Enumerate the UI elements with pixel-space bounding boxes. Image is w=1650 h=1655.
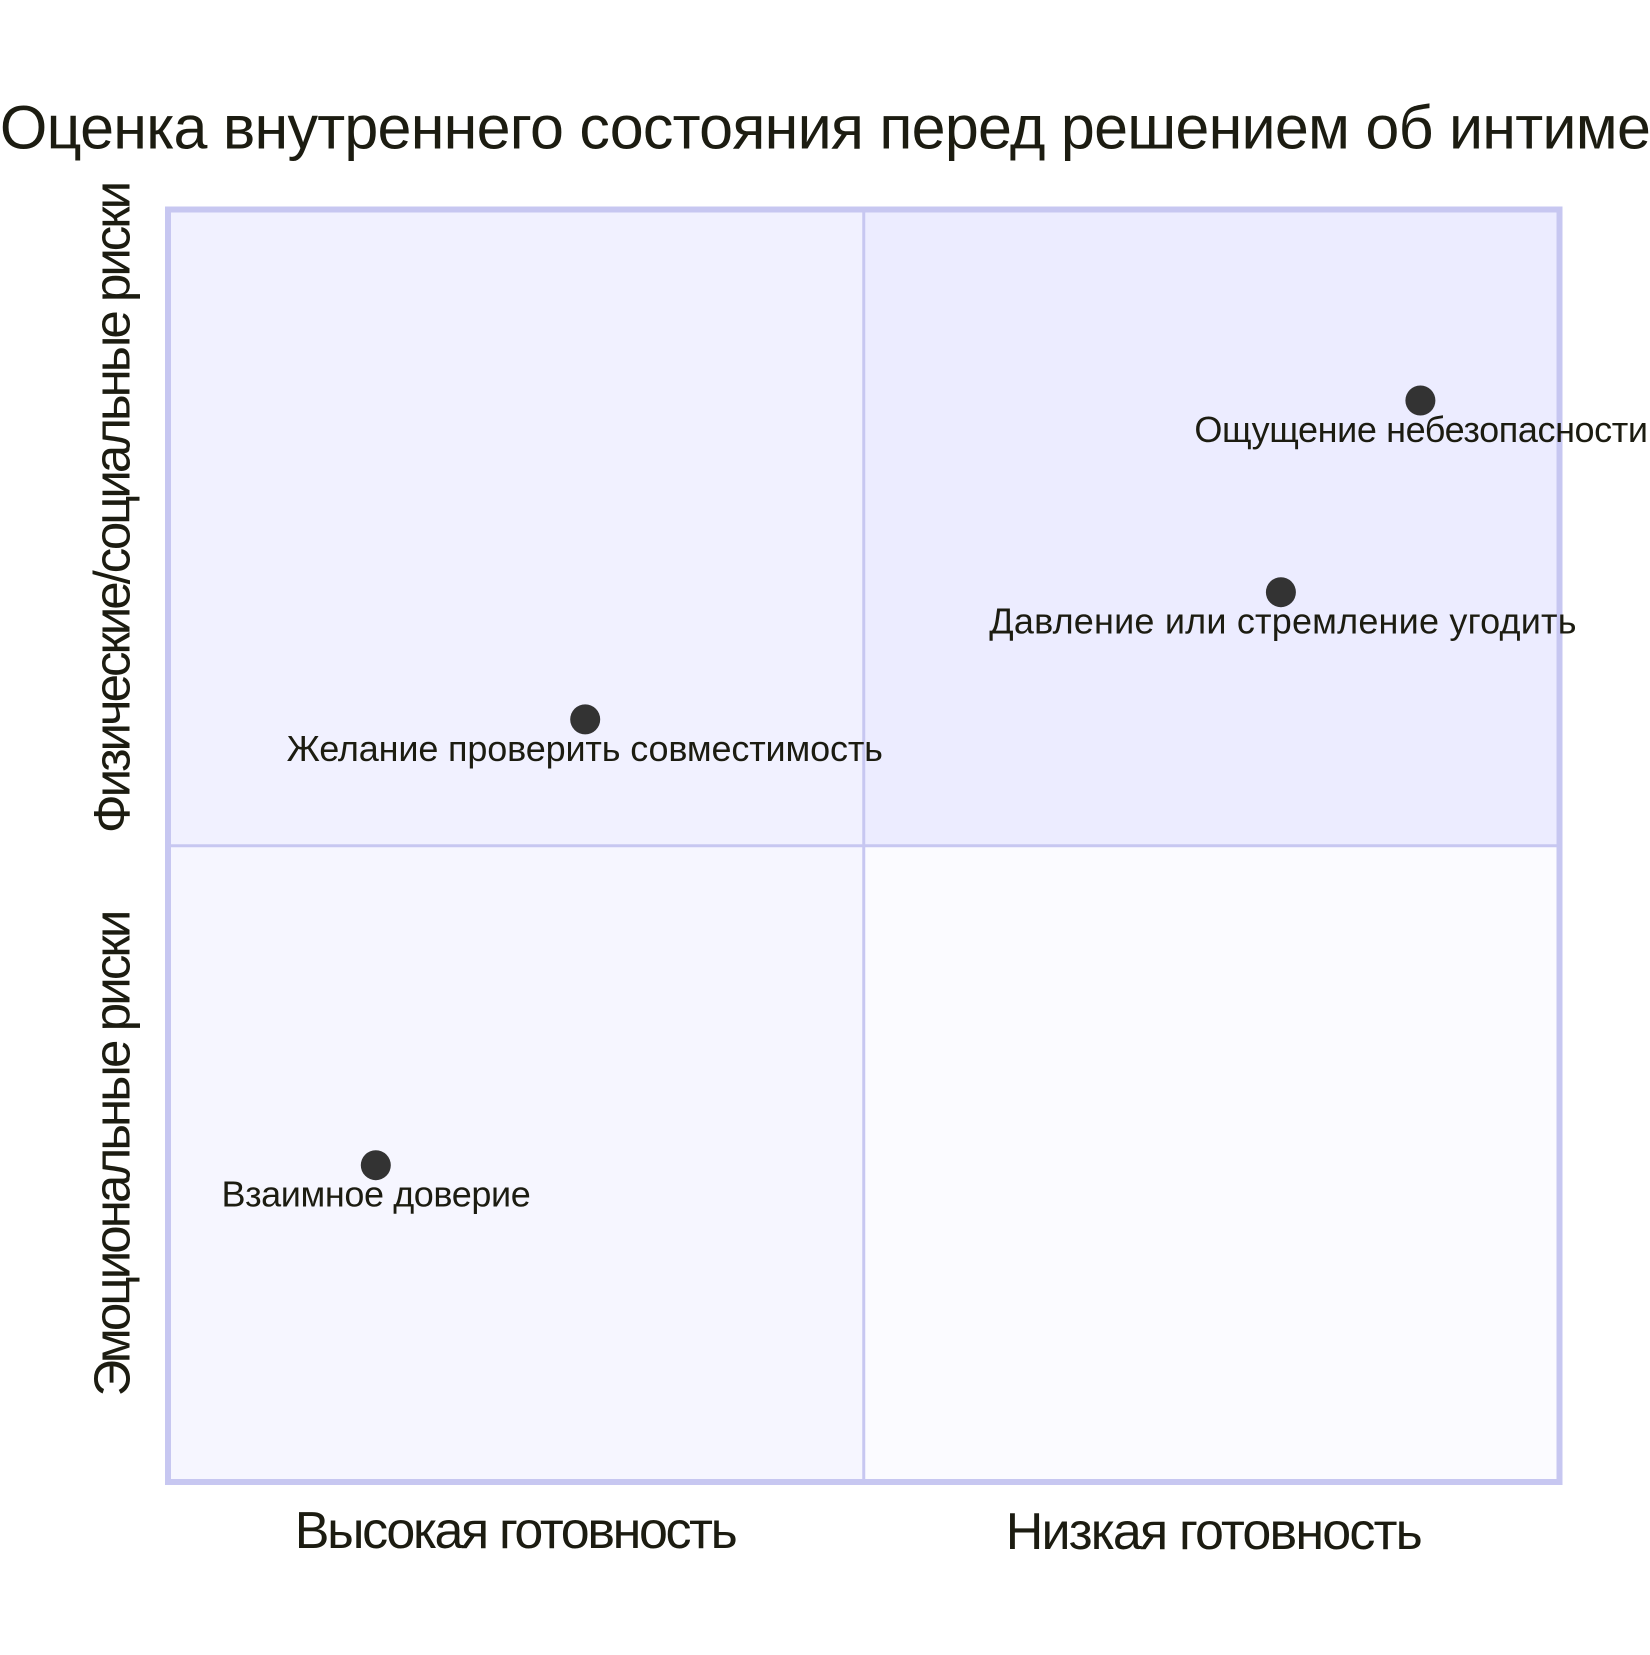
svg-text:Желание проверить совместимост: Желание проверить совместимость xyxy=(287,728,883,769)
svg-text:Взаимное доверие: Взаимное доверие xyxy=(221,1174,530,1215)
svg-text:Низкая готовность: Низкая готовность xyxy=(1006,1503,1421,1561)
svg-text:Давление или стремление угодит: Давление или стремление угодить xyxy=(989,601,1576,642)
svg-text:Оценка внутреннего состояния п: Оценка внутреннего состояния перед решен… xyxy=(0,94,1650,162)
svg-text:Высокая готовность: Высокая готовность xyxy=(295,1502,736,1560)
svg-text:Эмоциональные риски: Эмоциональные риски xyxy=(84,913,141,1397)
svg-text:Ощущение небезопасности: Ощущение небезопасности xyxy=(1194,409,1647,450)
svg-text:Физические/социальные риски: Физические/социальные риски xyxy=(84,184,141,833)
